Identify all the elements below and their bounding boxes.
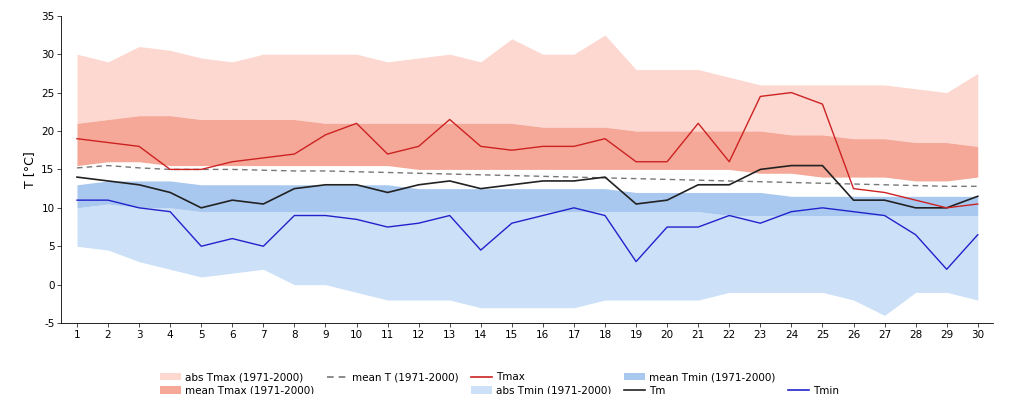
- Y-axis label: T [°C]: T [°C]: [23, 151, 36, 188]
- Legend: abs Tmax (1971-2000), mean Tmax (1971-2000), mean T (1971-2000), , Tmax, abs Tmi: abs Tmax (1971-2000), mean Tmax (1971-20…: [156, 368, 843, 394]
